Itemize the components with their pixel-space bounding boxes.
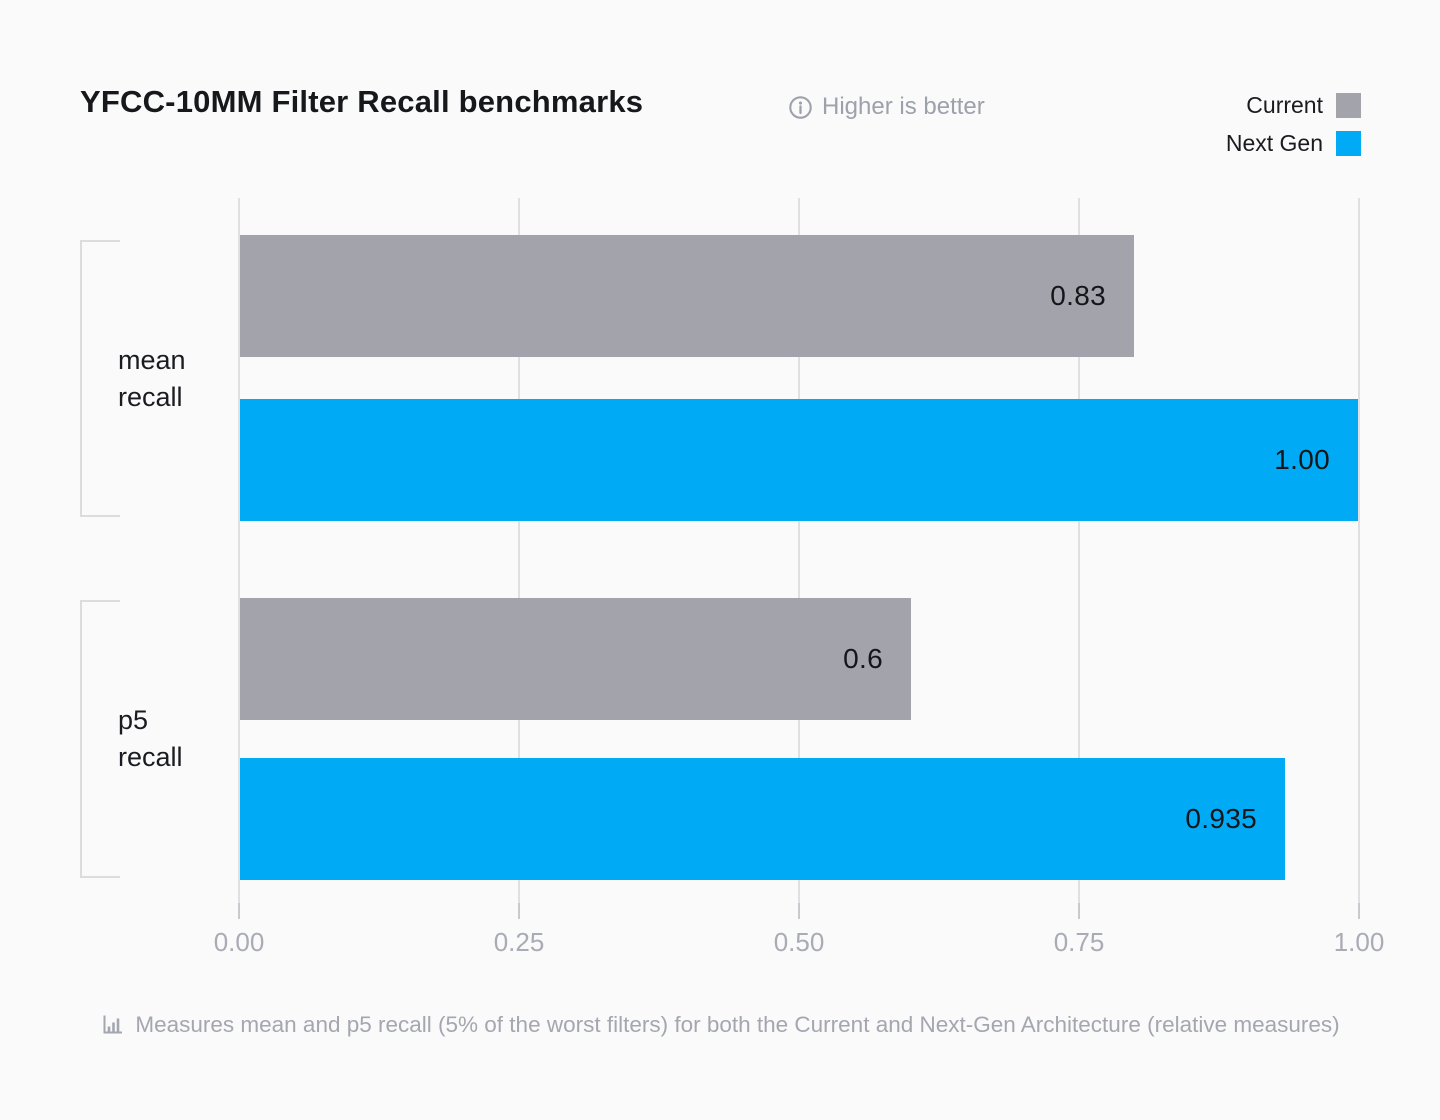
bar-current-mean-recall: 0.83 bbox=[240, 235, 1134, 357]
gridline-1.00 bbox=[1358, 198, 1360, 903]
note-text: Higher is better bbox=[822, 93, 985, 120]
legend-label-next-gen: Next Gen bbox=[1225, 130, 1323, 156]
category-label-line: mean bbox=[118, 344, 186, 375]
category-label-mean-recall: mean recall bbox=[118, 342, 186, 416]
category-label-line: recall bbox=[118, 381, 183, 412]
footer-text: Measures mean and p5 recall (5% of the w… bbox=[135, 1012, 1340, 1037]
category-label-line: p5 bbox=[118, 705, 149, 735]
axis-tick-0.50 bbox=[798, 903, 800, 919]
category-bracket-p5-recall bbox=[80, 600, 120, 878]
x-tick-label-0.25: 0.25 bbox=[493, 927, 545, 957]
gridline-0.75 bbox=[1078, 198, 1080, 903]
axis-tick-0.25 bbox=[518, 903, 520, 919]
x-tick-label-0.50: 0.50 bbox=[773, 927, 825, 957]
category-label-line: recall bbox=[118, 742, 183, 772]
x-tick-label-0.00: 0.00 bbox=[213, 927, 265, 957]
legend-item-current: Current bbox=[1226, 92, 1361, 119]
bar-chart-icon bbox=[103, 1015, 123, 1034]
legend-label-current: Current bbox=[1246, 92, 1323, 118]
x-tick-label-1.00: 1.00 bbox=[1333, 927, 1385, 957]
gridline-0.50 bbox=[798, 198, 800, 903]
legend-swatch-next-gen bbox=[1336, 131, 1361, 156]
legend: Current Next Gen bbox=[1226, 92, 1361, 157]
x-tick-label-0.75: 0.75 bbox=[1053, 927, 1105, 957]
gridline-0.00 bbox=[238, 198, 240, 903]
legend-swatch-current bbox=[1336, 93, 1361, 118]
bar-current-p5-recall: 0.6 bbox=[240, 598, 911, 720]
category-bracket-mean-recall bbox=[80, 240, 120, 517]
page-title: YFCC-10MM Filter Recall benchmarks bbox=[80, 84, 644, 119]
bar-next-gen-p5-recall: 0.935 bbox=[240, 758, 1285, 880]
bar-next-gen-mean-recall: 1.00 bbox=[240, 399, 1358, 521]
axis-tick-1.00 bbox=[1358, 903, 1360, 919]
bar-value-label: 0.83 bbox=[1050, 280, 1106, 311]
info-icon bbox=[789, 95, 812, 119]
bar-value-label: 0.935 bbox=[1185, 803, 1257, 834]
higher-is-better-note: Higher is better bbox=[788, 93, 985, 121]
bar-value-label: 0.6 bbox=[843, 643, 883, 674]
legend-item-next-gen: Next Gen bbox=[1226, 130, 1361, 157]
axis-tick-0.75 bbox=[1078, 903, 1080, 919]
footer-caption: Measures mean and p5 recall (5% of the w… bbox=[0, 1012, 1440, 1038]
gridline-0.25 bbox=[518, 198, 520, 903]
axis-tick-0.00 bbox=[238, 903, 240, 919]
bar-value-label: 1.00 bbox=[1274, 444, 1330, 475]
category-label-p5-recall: p5 recall bbox=[118, 702, 183, 776]
